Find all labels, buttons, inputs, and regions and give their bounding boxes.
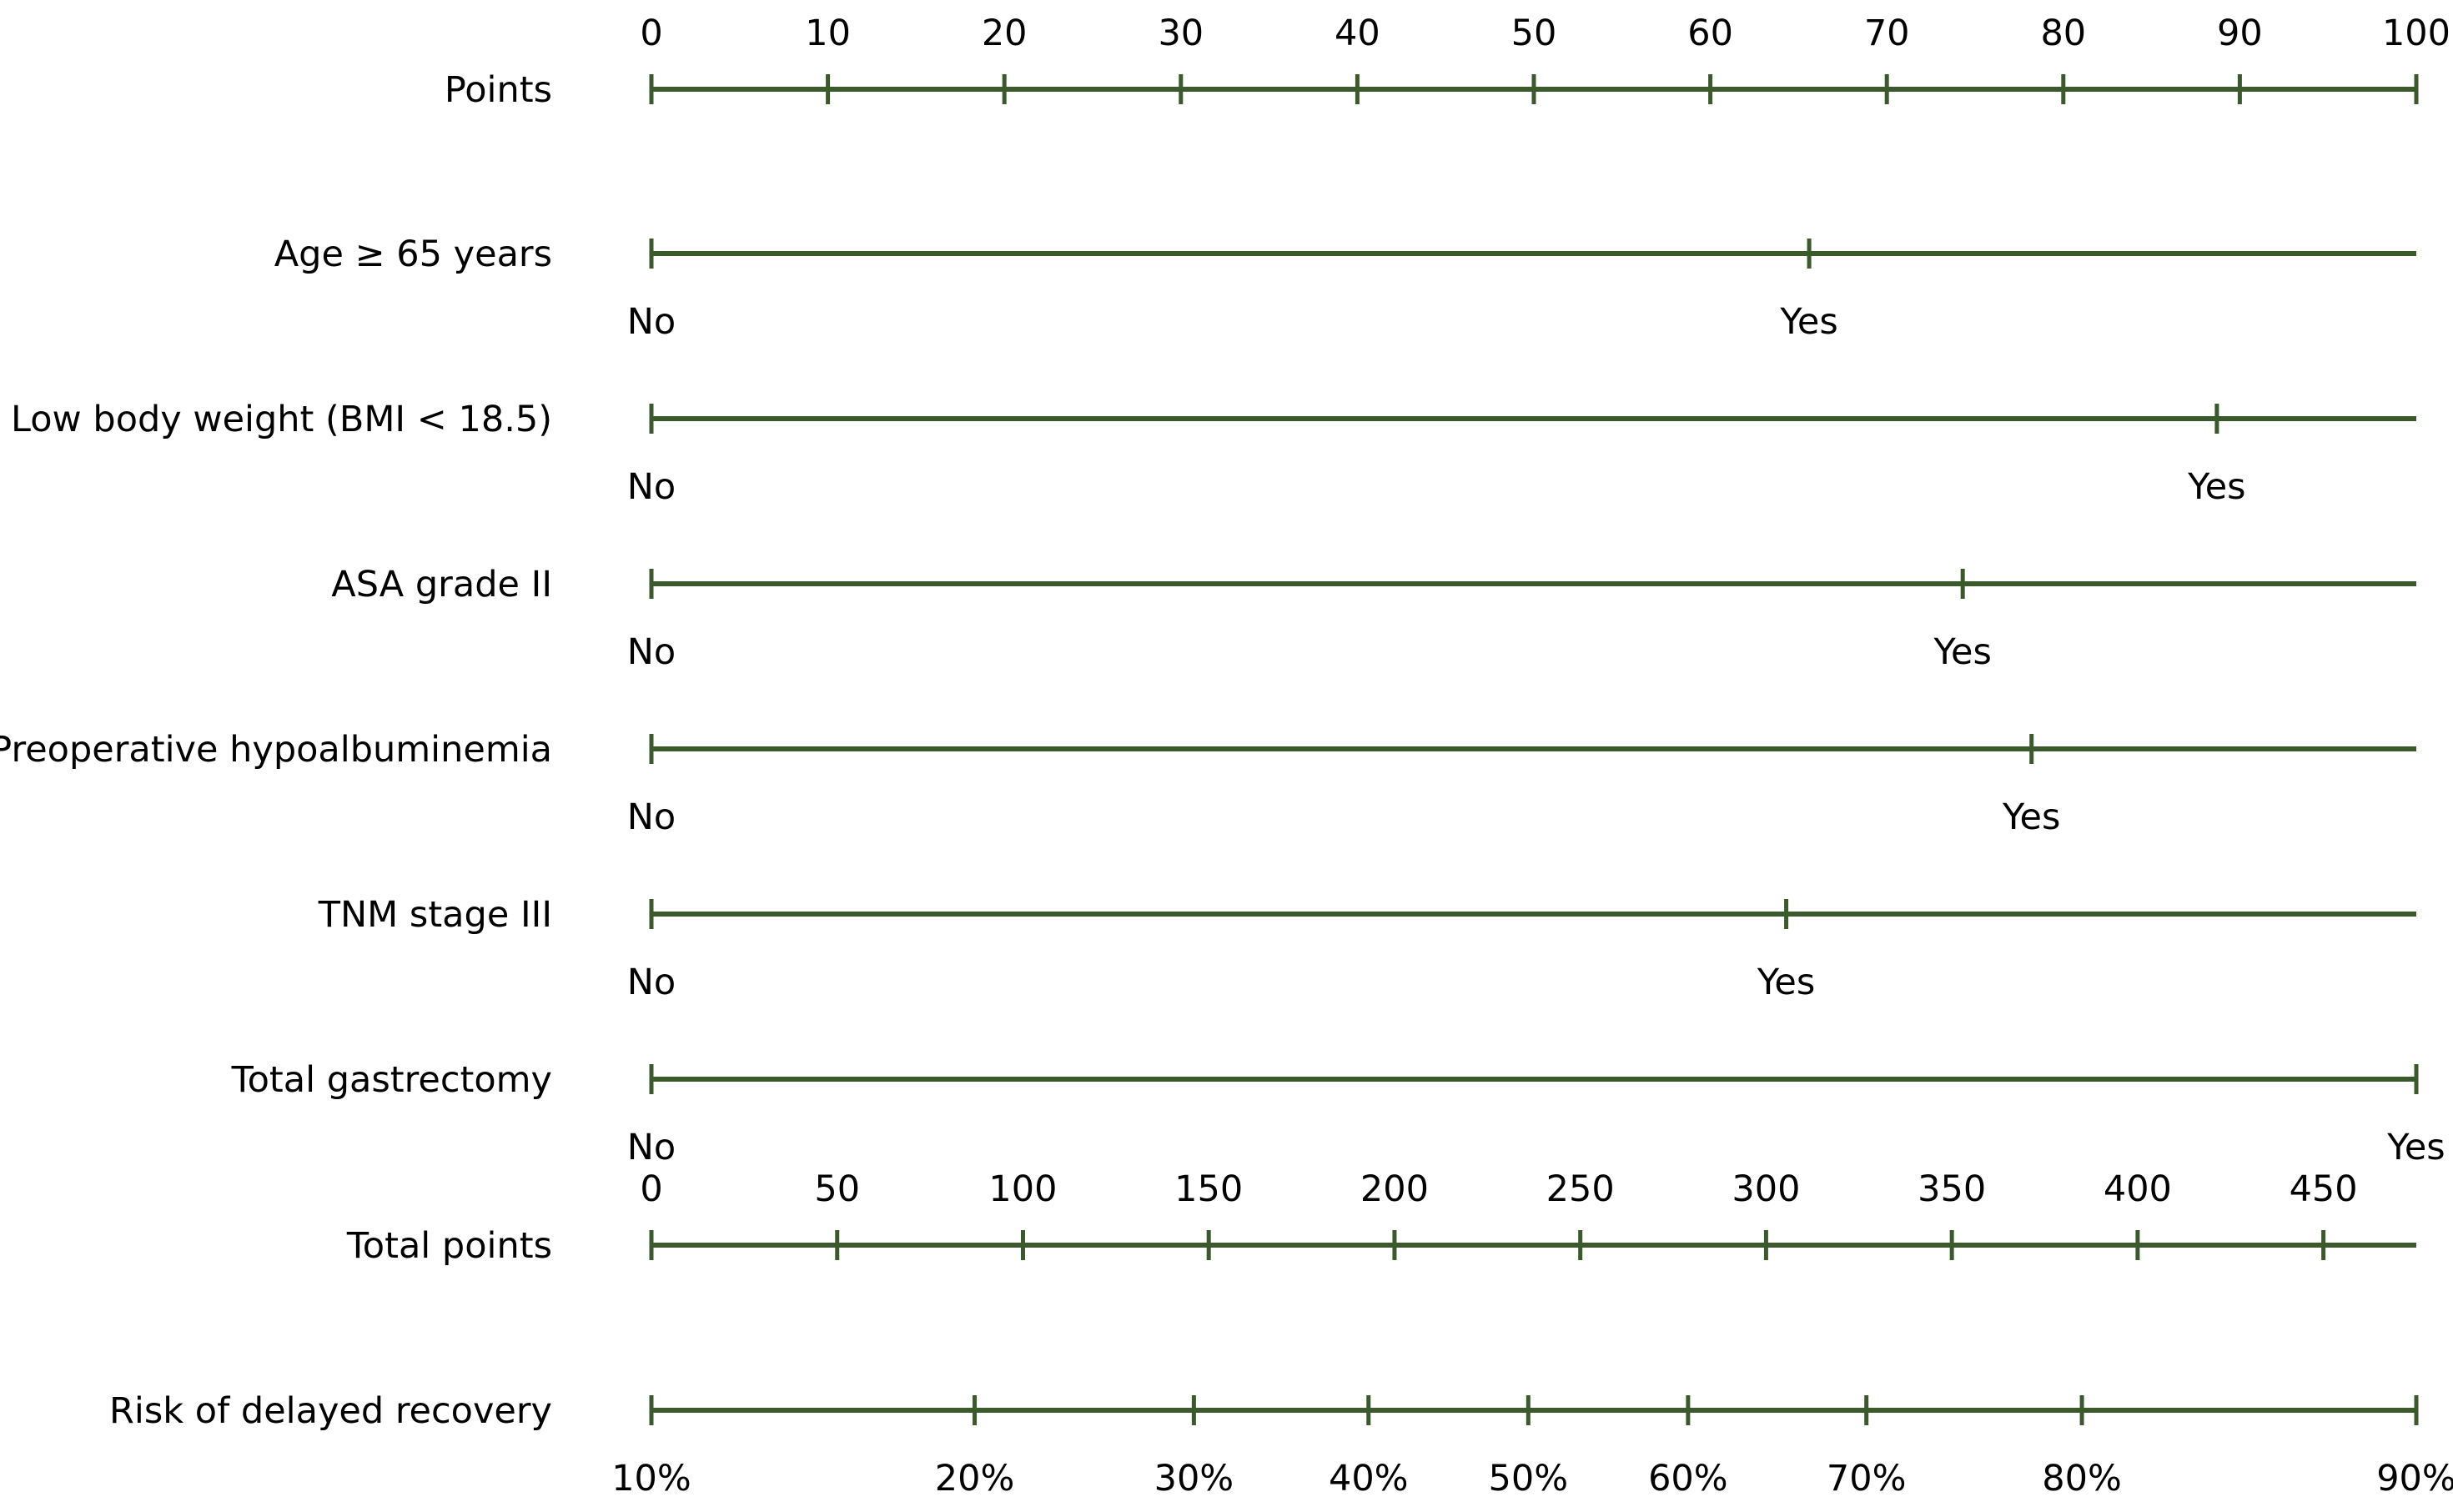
- predictor-level-label: No: [627, 796, 676, 838]
- points-axis-tick-label: 90: [2217, 13, 2263, 54]
- predictor-label: Age ≥ 65 years: [274, 234, 552, 275]
- predictor-level-label: No: [627, 466, 676, 508]
- total-points-axis-label: Total points: [346, 1225, 552, 1267]
- points-axis-tick-label: 30: [1158, 13, 1204, 54]
- total-points-tick-label: 400: [2104, 1168, 2172, 1210]
- risk-axis-label: Risk of delayed recovery: [109, 1390, 552, 1432]
- points-axis-tick-label: 60: [1687, 13, 1733, 54]
- total-points-tick-label: 250: [1546, 1168, 1615, 1210]
- risk-tick-label: 40%: [1329, 1458, 1409, 1499]
- risk-tick-label: 80%: [2042, 1458, 2122, 1499]
- points-axis-tick-label: 0: [640, 13, 662, 54]
- points-axis-tick-label: 70: [1864, 13, 1910, 54]
- total-points-tick-label: 150: [1174, 1168, 1243, 1210]
- points-axis-tick-label: 40: [1335, 13, 1380, 54]
- total-points-tick-label: 300: [1732, 1168, 1800, 1210]
- points-axis-tick-label: 80: [2040, 13, 2086, 54]
- risk-tick-label: 90%: [2376, 1458, 2453, 1499]
- predictor-level-label: Yes: [2386, 1127, 2445, 1168]
- risk-tick-label: 60%: [1648, 1458, 1728, 1499]
- risk-tick-label: 30%: [1154, 1458, 1234, 1499]
- total-points-tick-label: 450: [2290, 1168, 2358, 1210]
- total-points-tick-label: 50: [814, 1168, 860, 1210]
- predictor-level-label: No: [627, 631, 676, 673]
- predictor-level-label: Yes: [2002, 796, 2060, 838]
- predictor-level-label: No: [627, 1127, 676, 1168]
- risk-tick-label: 50%: [1489, 1458, 1569, 1499]
- predictor-level-label: No: [627, 301, 676, 343]
- risk-tick-label: 20%: [935, 1458, 1015, 1499]
- risk-tick-label: 10%: [611, 1458, 691, 1499]
- total-points-tick-label: 200: [1360, 1168, 1429, 1210]
- predictor-label: Preoperative hypoalbuminemia: [0, 729, 552, 771]
- predictor-level-label: Yes: [1779, 301, 1837, 343]
- points-axis-tick-label: 10: [805, 13, 851, 54]
- total-points-tick-label: 100: [988, 1168, 1057, 1210]
- predictor-level-label: No: [627, 962, 676, 1003]
- total-points-tick-label: 350: [1918, 1168, 1986, 1210]
- predictor-label: Total gastrectomy: [231, 1059, 552, 1101]
- predictor-label: Low body weight (BMI < 18.5): [11, 399, 552, 440]
- predictor-level-label: Yes: [1933, 631, 1991, 673]
- total-points-tick-label: 0: [640, 1168, 662, 1210]
- predictor-level-label: Yes: [2187, 466, 2245, 508]
- predictor-label: TNM stage III: [318, 894, 552, 936]
- points-axis-tick-label: 20: [982, 13, 1028, 54]
- predictor-level-label: Yes: [1757, 962, 1815, 1003]
- predictor-label: ASA grade II: [331, 564, 552, 605]
- risk-tick-label: 70%: [1827, 1458, 1907, 1499]
- points-axis-tick-label: 100: [2382, 13, 2450, 54]
- points-axis-tick-label: 50: [1511, 13, 1557, 54]
- points-axis-label: Points: [445, 69, 552, 111]
